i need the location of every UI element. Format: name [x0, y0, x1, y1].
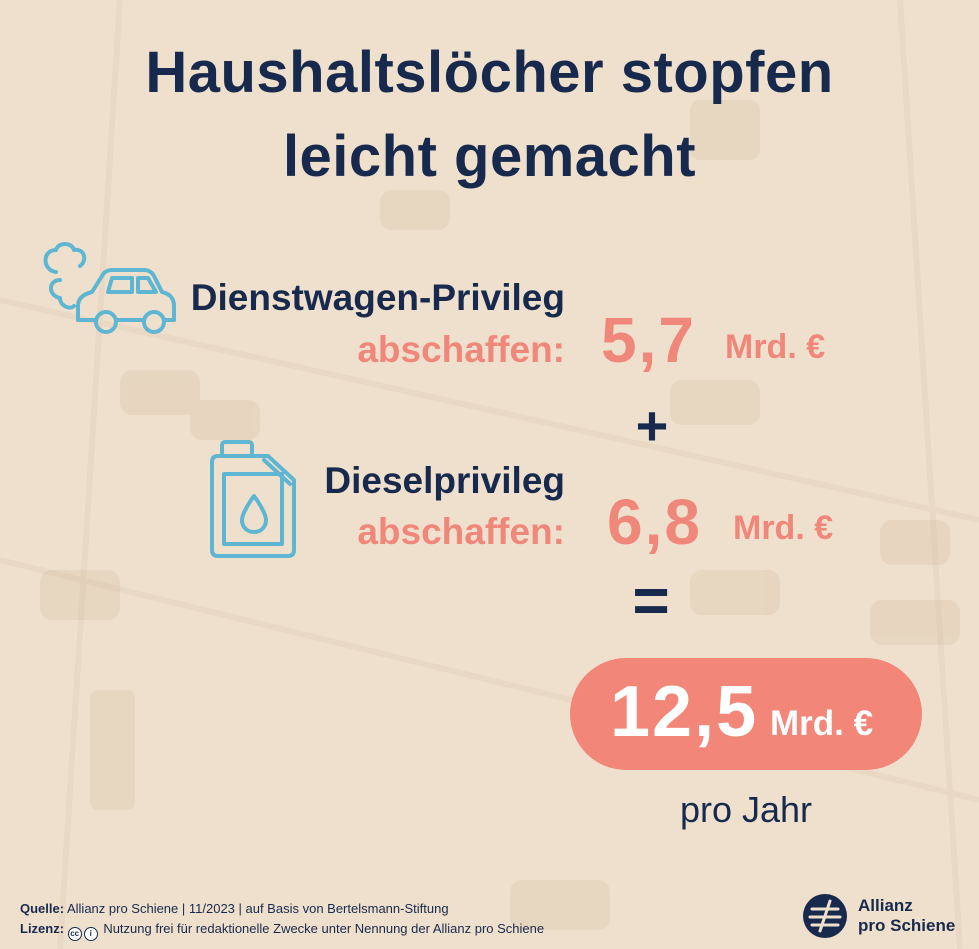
item-1-action: abschaffen:	[357, 329, 565, 370]
logo-line-2: pro Schiene	[858, 916, 956, 935]
license-line: Lizenz: cc i Nutzung frei für redaktionel…	[20, 922, 544, 941]
license-label: Lizenz:	[20, 921, 65, 936]
source-text: Allianz pro Schiene | 11/2023 | auf Basi…	[66, 901, 449, 916]
headline-line-1: Haushaltslöcher stopfen	[145, 40, 834, 105]
item-2-action: abschaffen:	[357, 511, 565, 552]
total-period: pro Jahr	[679, 789, 813, 830]
attribution-icon: i	[83, 927, 98, 941]
item-2-unit: Mrd. €	[733, 509, 834, 547]
license-text: Nutzung frei für redaktionelle Zwecke un…	[103, 921, 545, 936]
headline-line-2: leicht gemacht	[282, 124, 697, 189]
fuel-canister-icon	[210, 440, 296, 558]
item-1-unit: Mrd. €	[725, 328, 826, 366]
cc-license-icon: cc	[67, 927, 82, 941]
total-pill	[570, 658, 922, 770]
total-value: 12,5	[610, 672, 759, 752]
item-2-value: 6,8	[607, 486, 702, 558]
car-exhaust-icon	[43, 242, 176, 334]
item-1-name: Dienstwagen-Privileg	[190, 277, 565, 318]
item-2-name: Dieselprivileg	[324, 460, 565, 501]
logo-line-1: Allianz	[858, 896, 913, 915]
allianz-logo-icon	[803, 894, 847, 938]
total-unit: Mrd. €	[770, 704, 874, 743]
item-1-value: 5,7	[601, 304, 696, 376]
source-label: Quelle:	[20, 901, 65, 916]
equals-sign: =	[632, 564, 670, 636]
plus-sign: +	[635, 394, 669, 457]
source-line: Quelle: Allianz pro Schiene | 11/2023 | …	[20, 902, 449, 915]
